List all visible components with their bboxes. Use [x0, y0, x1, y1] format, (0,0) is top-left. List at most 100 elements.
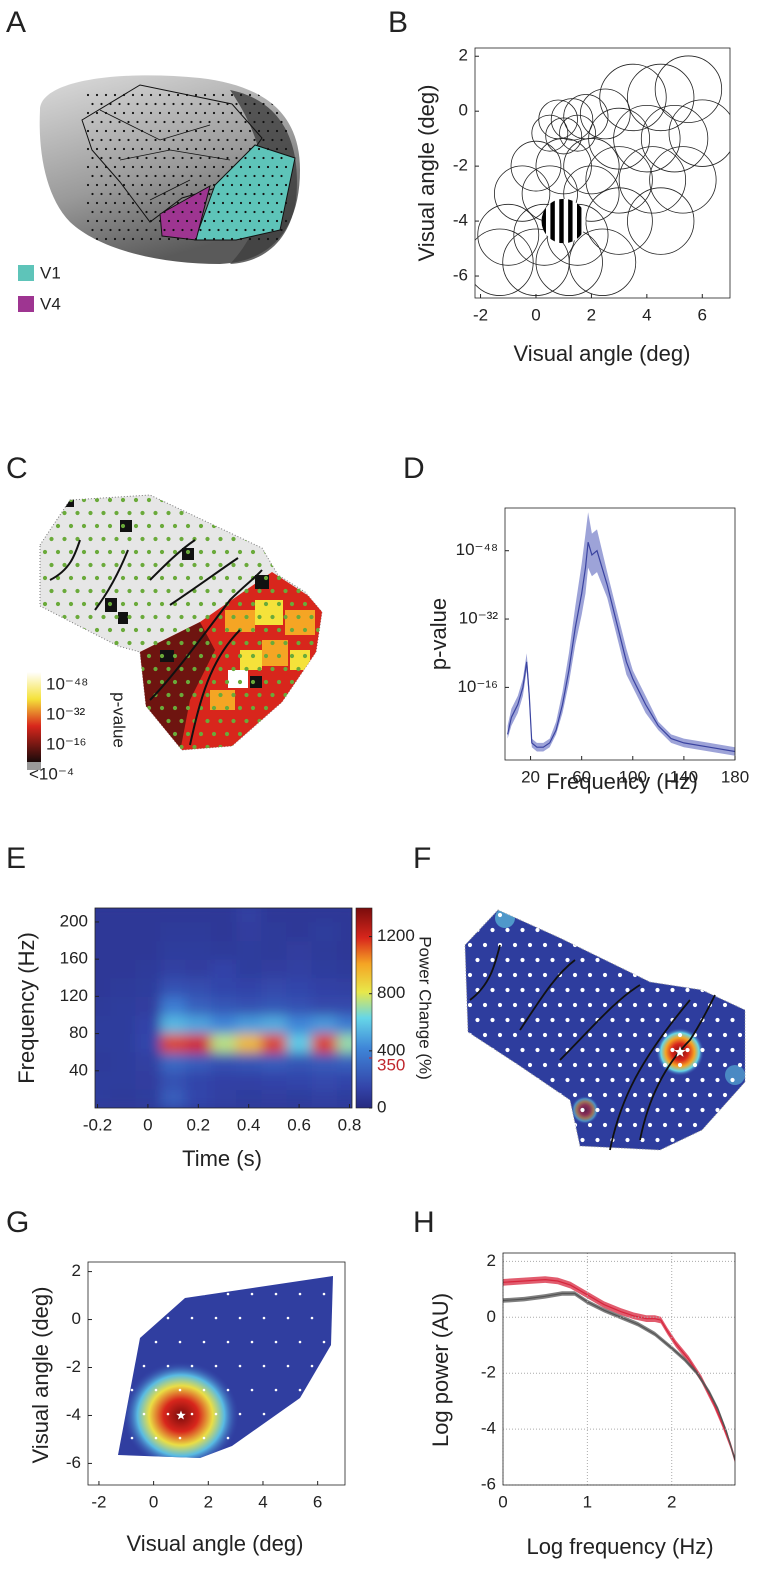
- electrode: [136, 120, 139, 124]
- electrode: [275, 201, 279, 205]
- significance-map: 10⁻⁴⁸ 10⁻³² 10⁻¹⁶ <10⁻⁴ p-value: [27, 494, 323, 783]
- heatmap-cell: [286, 977, 313, 997]
- electrode: [685, 987, 690, 993]
- electrode: [722, 972, 728, 978]
- electrode: [482, 1032, 488, 1038]
- electrode: [248, 165, 252, 169]
- electrode: [557, 1032, 563, 1038]
- electrode: [602, 972, 608, 978]
- panel-letter: G: [6, 1206, 29, 1239]
- electrode: [289, 497, 295, 503]
- electrode: [153, 536, 158, 542]
- electrode: [94, 705, 100, 711]
- electrode: [284, 219, 288, 223]
- electrode: [315, 497, 321, 503]
- electrode: [145, 120, 148, 124]
- heatmap-cell: [210, 921, 237, 942]
- electrode: [221, 219, 225, 223]
- electrode: [167, 183, 171, 187]
- y-axis-title: Log power (AU): [428, 1293, 453, 1447]
- electrode: [172, 138, 175, 142]
- electrode: [185, 129, 189, 133]
- panel-letter: H: [413, 1206, 435, 1239]
- stimulus: [541, 198, 586, 244]
- electrode: [88, 536, 93, 542]
- y-tick-label: -2: [453, 156, 468, 175]
- electrode: [565, 1077, 570, 1083]
- heatmap-cell: [185, 908, 212, 923]
- heatmap-cell: [135, 1089, 162, 1108]
- electrode: [263, 497, 269, 503]
- electrode: [199, 174, 202, 178]
- electrode: [49, 614, 54, 620]
- electrode: [595, 987, 600, 993]
- electrode: [239, 93, 243, 97]
- electrode: [221, 111, 225, 115]
- electrode: [512, 1092, 518, 1098]
- electrode: [100, 192, 103, 196]
- heatmap-cell: [261, 1070, 287, 1090]
- electrode: [289, 705, 295, 711]
- heatmap-cell: [95, 996, 111, 1016]
- electrode: [154, 210, 157, 214]
- electrode: [670, 1047, 675, 1053]
- electrode: [309, 536, 314, 542]
- heatmap-cell: [286, 1052, 313, 1072]
- electrode: [595, 1137, 600, 1143]
- electrode: [248, 237, 252, 241]
- electrode: [296, 536, 301, 542]
- electrode: [315, 549, 321, 555]
- electrode: [662, 912, 668, 918]
- electrode: [580, 1137, 585, 1143]
- electrode: [226, 228, 229, 232]
- electrode: [203, 111, 207, 115]
- electrode: [208, 210, 211, 214]
- electrode: [505, 927, 510, 933]
- electrode: [88, 744, 93, 750]
- electrode: [167, 201, 171, 205]
- electrode: [610, 1047, 615, 1053]
- electrode: [692, 942, 698, 948]
- electrode: [88, 510, 93, 516]
- electrode: [640, 1017, 645, 1023]
- electrode: [722, 912, 728, 918]
- electrode: [211, 575, 217, 581]
- electrode: [315, 679, 321, 685]
- electrode: [248, 111, 252, 115]
- electrode: [198, 523, 204, 529]
- electrode: [109, 210, 112, 214]
- electrode: [159, 705, 165, 711]
- x-tick-label: -2: [473, 305, 488, 324]
- electrode: [263, 575, 269, 581]
- electrode: [270, 510, 275, 516]
- electrode: [497, 1032, 503, 1038]
- electrode: [62, 640, 67, 646]
- electrode: [685, 1047, 690, 1053]
- electrode: [95, 93, 99, 97]
- x-tick-label: 0: [498, 1492, 507, 1511]
- electrode: [75, 640, 80, 646]
- electrode: [677, 1062, 683, 1068]
- electrode: [101, 744, 106, 750]
- electrode: [203, 147, 207, 151]
- electrode: [632, 1032, 638, 1038]
- electrode: [42, 653, 48, 659]
- electrode: [146, 549, 152, 555]
- electrode: [100, 174, 103, 178]
- electrode: [221, 93, 225, 97]
- receptive-field: [627, 187, 695, 255]
- electrode: [235, 102, 238, 106]
- electrode: [542, 1122, 548, 1128]
- heatmap-cell: [311, 1052, 338, 1072]
- electrode: [88, 666, 93, 672]
- electrode: [68, 627, 74, 633]
- receptive-field: [531, 114, 569, 152]
- electrode: [237, 705, 243, 711]
- electrode: [113, 147, 117, 151]
- electrode: [257, 692, 262, 698]
- electrode: [700, 1047, 705, 1053]
- electrode: [475, 1077, 480, 1083]
- legend-label: V4: [40, 294, 61, 313]
- electrode: [707, 1122, 713, 1128]
- electrode: [75, 510, 80, 516]
